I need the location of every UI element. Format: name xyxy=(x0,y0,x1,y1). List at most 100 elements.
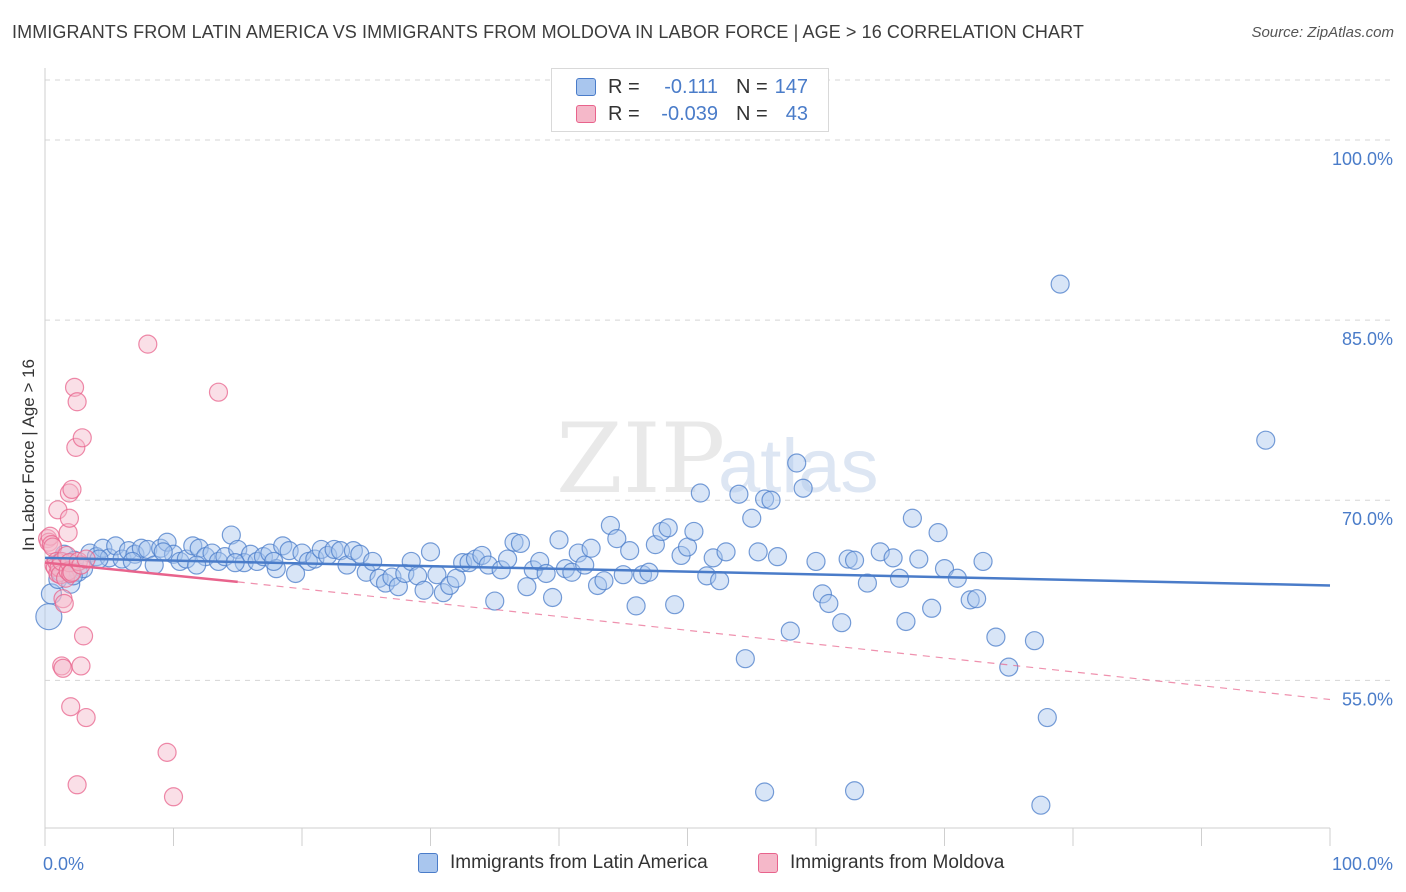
point-latin-america xyxy=(710,571,730,591)
legend-swatch-blue xyxy=(576,78,596,96)
point-latin-america xyxy=(517,577,537,597)
point-latin-america xyxy=(594,571,614,591)
point-latin-america xyxy=(1024,631,1045,651)
point-latin-america xyxy=(658,518,678,538)
point-latin-america xyxy=(716,542,736,562)
point-moldova xyxy=(59,508,80,528)
point-latin-america xyxy=(857,573,878,593)
legend-r-label: R = xyxy=(608,75,640,98)
series-swatch-blue xyxy=(418,853,438,873)
point-latin-america xyxy=(504,532,524,552)
y-tick-label: 100.0% xyxy=(1332,149,1393,169)
point-moldova xyxy=(73,626,94,646)
point-latin-america xyxy=(485,591,505,611)
point-latin-america xyxy=(844,781,865,801)
point-latin-america xyxy=(883,548,903,568)
point-latin-america xyxy=(498,549,518,569)
point-latin-america xyxy=(607,529,627,549)
x-tick-label: 100.0% xyxy=(1332,854,1393,874)
point-latin-america xyxy=(889,568,910,588)
point-latin-america xyxy=(221,525,241,545)
point-latin-america xyxy=(478,555,498,575)
source-label: Source: ZipAtlas.com xyxy=(1251,24,1394,41)
point-latin-america xyxy=(967,589,987,609)
point-latin-america xyxy=(742,508,762,528)
point-latin-america xyxy=(922,598,942,618)
series-label-latin-america: Immigrants from Latin America xyxy=(450,852,708,873)
point-latin-america xyxy=(581,538,601,558)
point-latin-america xyxy=(767,547,788,567)
point-latin-america xyxy=(613,565,633,585)
point-latin-america xyxy=(896,611,916,632)
point-moldova xyxy=(58,523,78,543)
point-latin-america xyxy=(690,483,710,503)
point-moldova xyxy=(62,479,82,500)
point-moldova xyxy=(208,382,229,402)
point-latin-america xyxy=(748,542,768,562)
point-latin-america xyxy=(542,587,563,608)
point-latin-america xyxy=(832,613,852,633)
series-legend-moldova: Immigrants from Moldova xyxy=(758,852,1004,874)
point-latin-america xyxy=(122,551,142,572)
y-tick-label: 85.0% xyxy=(1342,329,1393,349)
point-latin-america xyxy=(440,575,460,596)
axes xyxy=(44,68,1331,846)
data-points xyxy=(35,274,1276,815)
point-latin-america xyxy=(639,562,659,582)
point-moldova xyxy=(64,377,85,397)
trend-line-latin-america xyxy=(44,556,1331,587)
point-latin-america xyxy=(787,453,807,473)
point-latin-america xyxy=(986,627,1006,647)
point-latin-america xyxy=(812,584,833,604)
point-latin-america xyxy=(973,551,993,572)
point-latin-america xyxy=(253,547,274,567)
point-latin-america xyxy=(1031,795,1051,815)
point-latin-america xyxy=(153,542,173,562)
trend-lines xyxy=(44,556,1331,701)
correlation-legend: R = -0.111 N = 147 R = -0.039 N = 43 xyxy=(551,68,829,132)
point-moldova xyxy=(157,742,177,762)
series-swatch-pink xyxy=(758,853,778,873)
point-latin-america xyxy=(1256,430,1276,450)
point-latin-america xyxy=(324,539,344,560)
point-moldova xyxy=(67,392,87,412)
legend-n-value: 43 xyxy=(785,102,808,125)
point-latin-america xyxy=(549,530,569,550)
point-latin-america xyxy=(536,563,556,584)
y-axis-label: In Labor Force | Age > 16 xyxy=(19,359,38,551)
legend-row-moldova: R = -0.039 N = 43 xyxy=(576,102,808,126)
point-latin-america xyxy=(793,478,813,498)
legend-r-value: -0.039 xyxy=(661,102,718,125)
x-tick-label: 0.0% xyxy=(43,854,84,874)
gridlines xyxy=(45,79,1392,681)
y-tick-label: 70.0% xyxy=(1342,509,1393,529)
point-latin-america xyxy=(575,555,595,575)
legend-swatch-pink xyxy=(576,105,596,123)
tick-labels: 55.0% 70.0% 85.0% 100.0% 0.0% 100.0% xyxy=(43,149,1393,874)
point-moldova xyxy=(138,334,158,354)
point-moldova xyxy=(72,428,92,448)
point-latin-america xyxy=(819,593,839,614)
point-latin-america xyxy=(433,583,453,603)
point-latin-america xyxy=(684,521,704,542)
watermark: ZIP atlas xyxy=(556,403,879,515)
point-latin-america xyxy=(382,567,402,587)
point-moldova xyxy=(66,437,86,457)
point-latin-america xyxy=(754,782,775,802)
point-moldova xyxy=(71,656,91,676)
point-latin-america xyxy=(414,580,434,600)
point-latin-america xyxy=(844,550,865,570)
point-latin-america xyxy=(806,551,826,572)
series-legend-latin-america: Immigrants from Latin America xyxy=(418,852,708,874)
point-moldova xyxy=(54,593,74,614)
point-latin-america xyxy=(960,590,980,610)
point-latin-america xyxy=(761,490,781,510)
point-latin-america xyxy=(665,595,685,615)
series-legend: Immigrants from Latin America Immigrants… xyxy=(0,852,1406,878)
point-latin-america xyxy=(620,541,640,561)
point-latin-america xyxy=(187,555,207,575)
point-latin-america xyxy=(652,521,672,542)
legend-r-value: -0.111 xyxy=(664,75,718,98)
legend-n-value: 147 xyxy=(774,75,808,98)
